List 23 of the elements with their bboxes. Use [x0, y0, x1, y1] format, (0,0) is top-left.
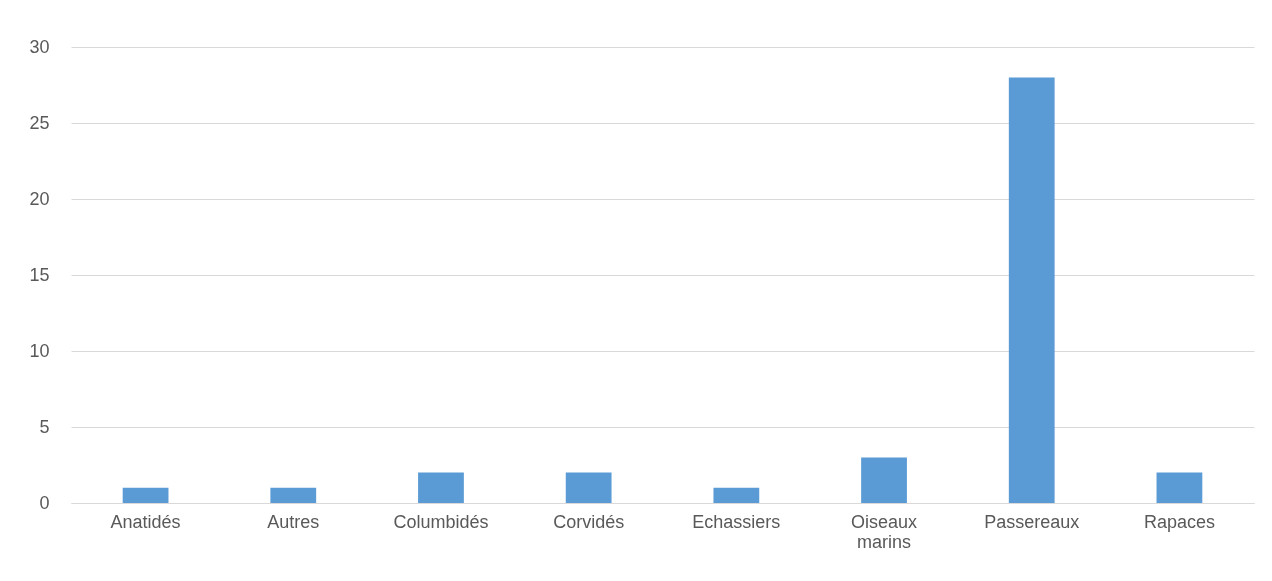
bar: [270, 487, 317, 503]
bar: [565, 472, 612, 503]
x-tick-label: Columbidés: [393, 511, 489, 532]
x-tick-label: Anatidés: [110, 511, 181, 532]
bar: [122, 487, 169, 503]
x-tick-label: Oiseaux marins: [851, 511, 918, 552]
x-tick-label: Echassiers: [692, 511, 781, 532]
x-tick-label: Corvidés: [553, 511, 625, 532]
y-tick-label: 0: [39, 492, 50, 513]
y-tick-label: 15: [29, 264, 50, 285]
y-tick-label: 10: [29, 340, 50, 361]
x-tick-label: Autres: [267, 511, 320, 532]
x-tick-label: Passereaux: [984, 511, 1080, 532]
y-tick-label: 5: [39, 416, 50, 437]
bar: [1156, 472, 1203, 503]
y-tick-label: 30: [29, 36, 50, 57]
bar: [713, 487, 760, 503]
bar: [418, 472, 464, 503]
bar: [1008, 77, 1055, 503]
x-tick-label: Rapaces: [1143, 511, 1215, 532]
bar: [861, 457, 907, 503]
y-tick-label: 20: [29, 188, 50, 209]
y-tick-label: 25: [29, 112, 50, 133]
